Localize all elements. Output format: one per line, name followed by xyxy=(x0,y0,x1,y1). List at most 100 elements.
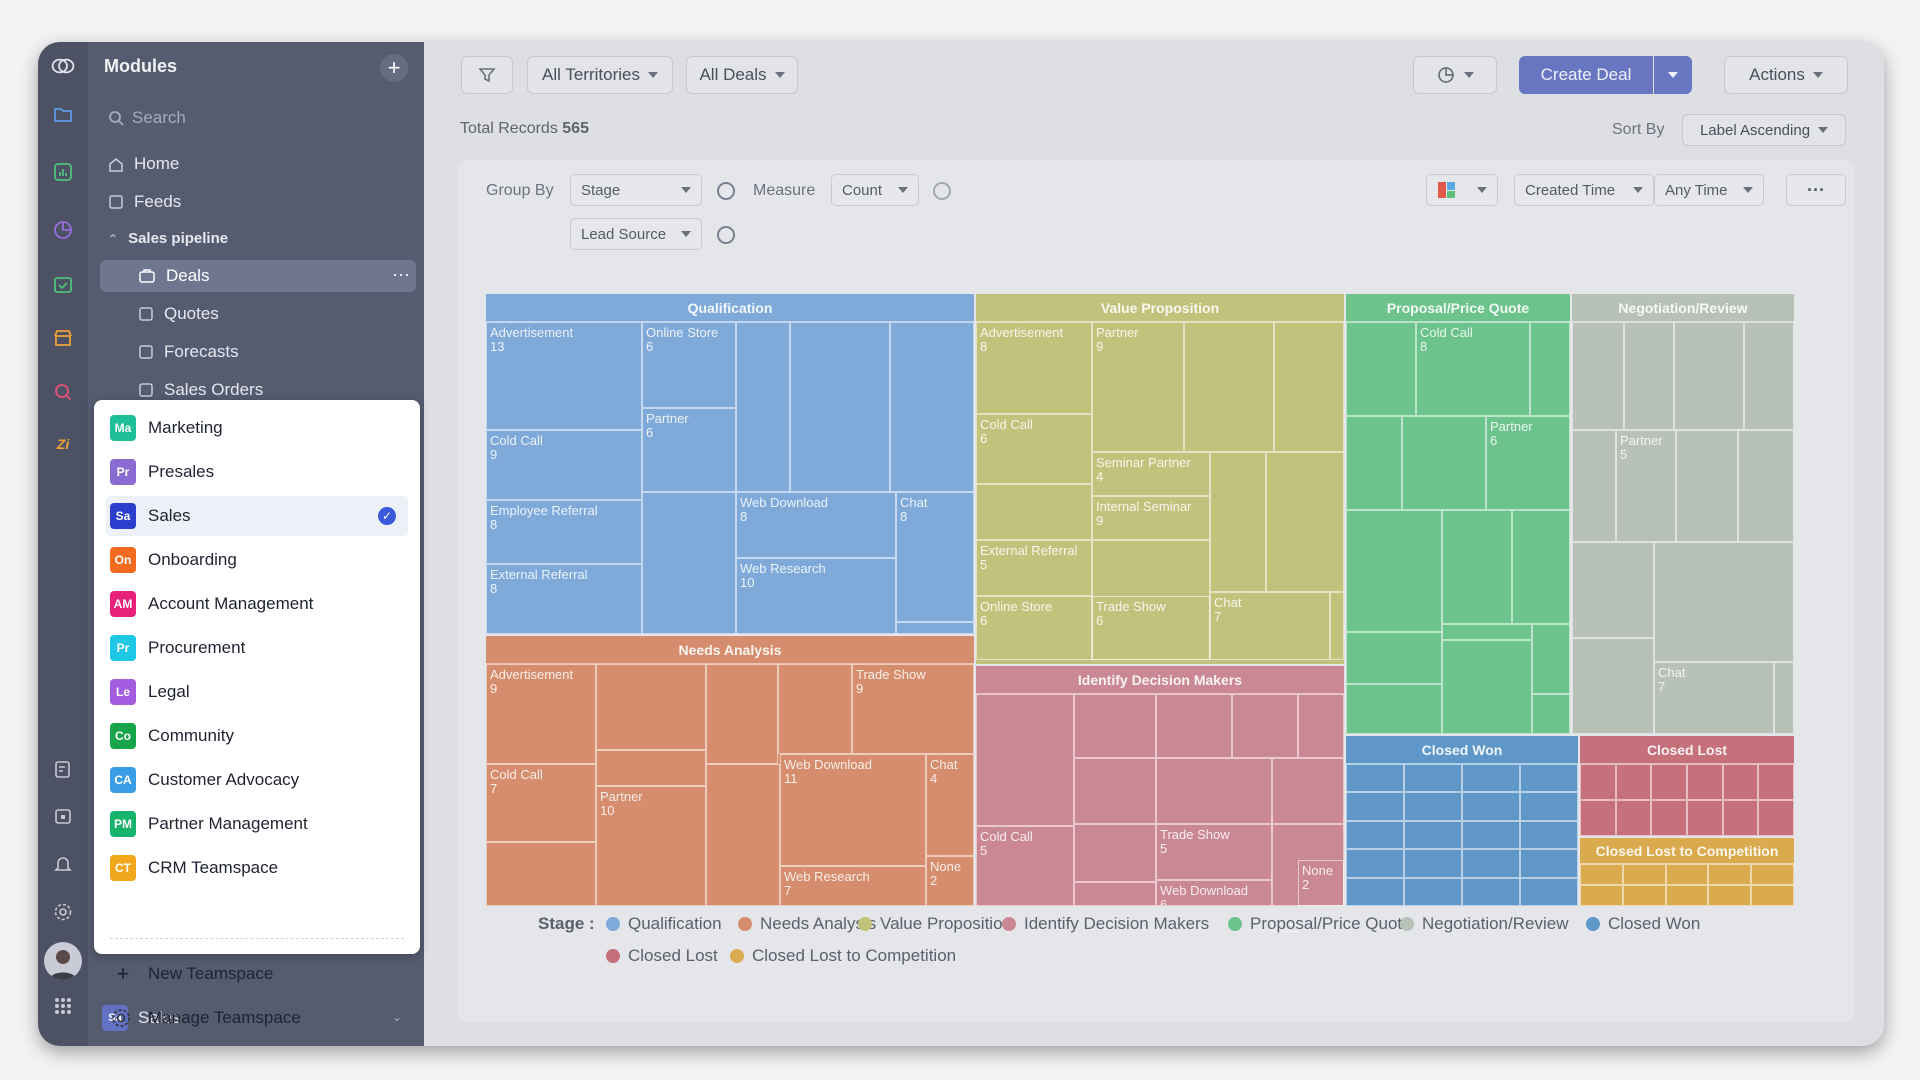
treemap-cell[interactable] xyxy=(1651,764,1687,800)
zoho-logo-icon[interactable] xyxy=(51,54,75,78)
treemap-cell[interactable] xyxy=(1404,849,1462,878)
treemap-cell[interactable]: Web Download 6 xyxy=(1156,880,1272,906)
treemap-cell[interactable]: Cold Call 9 xyxy=(486,430,642,500)
treemap-stage-block[interactable]: Identify Decision Makers Cold Call 5 Trade … xyxy=(976,666,1344,932)
treemap-cell[interactable] xyxy=(1572,638,1654,734)
teamspace-item[interactable]: Pr Procurement xyxy=(106,628,408,668)
treemap-cell[interactable] xyxy=(1074,824,1156,882)
treemap-cell[interactable] xyxy=(1462,764,1520,793)
treemap-cell[interactable] xyxy=(1520,792,1578,821)
nav-sales-orders[interactable]: Sales Orders xyxy=(138,380,263,400)
treemap-cell[interactable] xyxy=(1346,764,1404,793)
treemap-cell[interactable] xyxy=(1346,510,1442,632)
treemap-cell[interactable] xyxy=(1462,792,1520,821)
settings-icon[interactable] xyxy=(51,900,75,924)
treemap-cell[interactable] xyxy=(1738,430,1794,542)
remove-group-icon[interactable] xyxy=(717,182,735,200)
treemap-cell[interactable] xyxy=(706,764,780,906)
treemap-cell[interactable] xyxy=(896,622,974,634)
treemap-cell[interactable] xyxy=(1651,800,1687,836)
treemap-cell[interactable] xyxy=(1622,885,1666,906)
treemap-cell[interactable] xyxy=(1442,510,1512,624)
teamspace-item[interactable]: Co Community xyxy=(106,716,408,756)
filter-button[interactable] xyxy=(461,56,513,94)
treemap-cell[interactable]: Cold Call 8 xyxy=(1416,322,1530,416)
treemap-cell[interactable] xyxy=(1346,684,1442,734)
treemap-cell[interactable]: Cold Call 7 xyxy=(486,764,596,842)
treemap-cell[interactable]: None 2 xyxy=(1298,860,1344,906)
treemap-cell[interactable] xyxy=(1074,758,1156,824)
treemap-cell[interactable] xyxy=(642,492,736,634)
treemap-cell[interactable] xyxy=(976,484,1092,540)
treemap-cell[interactable]: External Referral 5 xyxy=(976,540,1092,596)
treemap-cell[interactable] xyxy=(1674,322,1744,430)
time-range-dropdown[interactable]: Any Time xyxy=(1654,174,1764,206)
create-deal-menu-button[interactable] xyxy=(1654,56,1692,94)
treemap-stage-block[interactable]: Closed Lost to Competition xyxy=(1580,838,1794,906)
treemap-cell[interactable] xyxy=(1687,800,1723,836)
manage-teamspace-button[interactable]: Manage Teamspace xyxy=(106,998,408,1038)
treemap-cell[interactable] xyxy=(1520,849,1578,878)
treemap-cell[interactable] xyxy=(1624,322,1674,430)
treemap-cell[interactable]: Cold Call 5 xyxy=(976,826,1074,906)
treemap-cell[interactable] xyxy=(1722,800,1759,836)
treemap-cell[interactable] xyxy=(1512,510,1570,624)
second-group-dropdown[interactable]: Lead Source xyxy=(570,218,702,250)
treemap-cell[interactable]: Trade Show 9 xyxy=(852,664,974,754)
treemap-cell[interactable] xyxy=(1272,758,1344,824)
legend-item[interactable]: Negotiation/Review xyxy=(1400,914,1568,934)
teamspace-switcher[interactable]: Sa Sales ⌄ xyxy=(96,1000,416,1036)
treemap-cell[interactable] xyxy=(1532,624,1570,694)
treemap-cell[interactable] xyxy=(1402,416,1486,510)
treemap-cell[interactable] xyxy=(976,694,1074,826)
treemap-cell[interactable] xyxy=(596,664,706,750)
treemap-cell[interactable] xyxy=(1298,694,1344,758)
schedule-icon[interactable] xyxy=(51,804,75,828)
user-avatar[interactable] xyxy=(44,942,82,980)
treemap-cell[interactable]: Chat 4 xyxy=(926,754,974,856)
nav-feeds[interactable]: Feeds xyxy=(108,192,181,212)
treemap-cell[interactable] xyxy=(1074,694,1156,758)
treemap-cell[interactable]: Partner 10 xyxy=(596,786,706,906)
treemap-cell[interactable]: Cold Call 6 xyxy=(976,414,1092,484)
territory-dropdown[interactable]: All Territories xyxy=(527,56,673,94)
treemap-cell[interactable] xyxy=(1520,764,1578,793)
add-module-button[interactable]: + xyxy=(380,54,408,82)
treemap-cell[interactable] xyxy=(1346,416,1402,510)
treemap-cell[interactable]: Web Download 8 xyxy=(736,492,896,558)
remove-second-group-icon[interactable] xyxy=(717,226,735,244)
treemap-cell[interactable] xyxy=(1676,430,1738,542)
teamspace-item[interactable]: Ma Marketing xyxy=(106,408,408,448)
treemap-cell[interactable] xyxy=(1687,764,1723,800)
teamspace-item[interactable]: Pr Presales xyxy=(106,452,408,492)
treemap-cell[interactable]: Partner 5 xyxy=(1616,430,1676,542)
treemap-cell[interactable] xyxy=(1580,864,1623,885)
add-measure-icon[interactable] xyxy=(933,182,951,200)
treemap-cell[interactable]: External Referral 8 xyxy=(486,564,642,634)
treemap-cell[interactable] xyxy=(1665,864,1709,885)
treemap-cell[interactable] xyxy=(1404,820,1462,850)
treemap-cell[interactable] xyxy=(1462,849,1520,878)
deals-view-dropdown[interactable]: All Deals xyxy=(686,56,798,94)
treemap-cell[interactable] xyxy=(1330,592,1344,660)
treemap-cell[interactable] xyxy=(1404,792,1462,821)
treemap-cell[interactable] xyxy=(1708,864,1752,885)
treemap-cell[interactable] xyxy=(1462,877,1520,906)
treemap-cell[interactable] xyxy=(1520,877,1578,906)
treemap-cell[interactable] xyxy=(1532,694,1570,734)
treemap-cell[interactable] xyxy=(1346,632,1442,684)
treemap-stage-block[interactable]: Proposal/Price Quote Cold Call 8 Partner 6 xyxy=(1346,294,1570,734)
legend-item[interactable]: Proposal/Price Quote xyxy=(1228,914,1412,934)
treemap-cell[interactable]: Advertisement 9 xyxy=(486,664,596,764)
treemap-cell[interactable] xyxy=(1346,877,1404,906)
treemap-cell[interactable] xyxy=(1751,885,1794,906)
treemap-cell[interactable] xyxy=(1462,820,1520,850)
treemap-cell[interactable]: Seminar Partner 4 xyxy=(1092,452,1210,496)
nav-quotes[interactable]: Quotes xyxy=(138,304,219,324)
treemap-stage-block[interactable]: Closed Lost xyxy=(1580,736,1794,836)
chart-view-dropdown[interactable] xyxy=(1413,56,1497,94)
legend-item[interactable]: Closed Lost to Competition xyxy=(730,946,956,966)
treemap-cell[interactable] xyxy=(1156,694,1232,758)
treemap-cell[interactable] xyxy=(1665,885,1709,906)
sidebar-search[interactable]: Search xyxy=(108,108,186,128)
